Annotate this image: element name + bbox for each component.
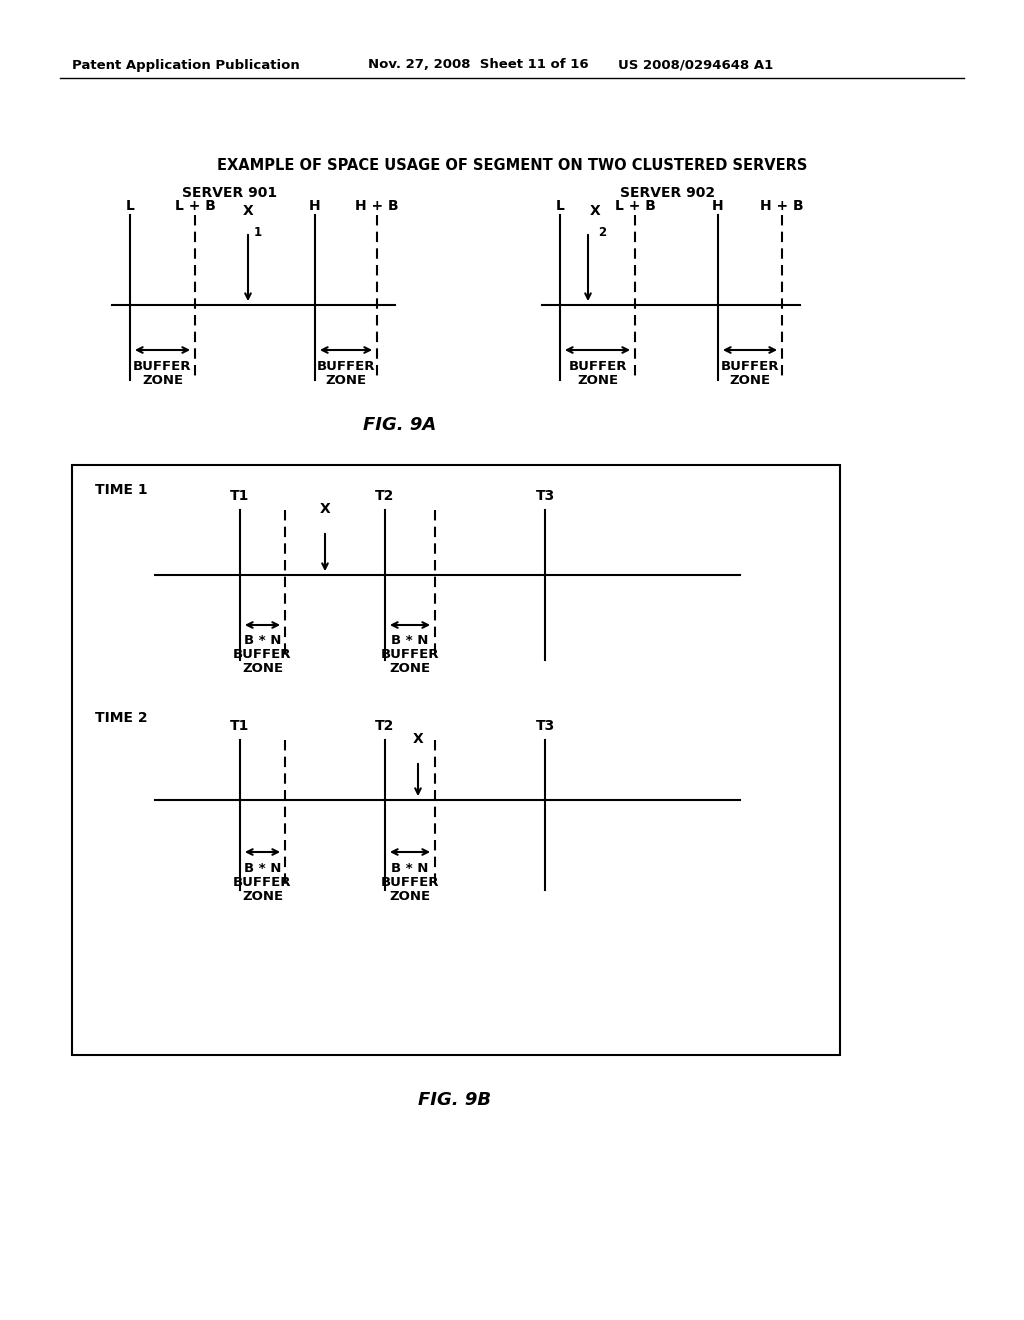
Text: US 2008/0294648 A1: US 2008/0294648 A1 xyxy=(618,58,773,71)
Text: ZONE: ZONE xyxy=(242,890,283,903)
Text: T1: T1 xyxy=(230,719,250,733)
Text: FIG. 9A: FIG. 9A xyxy=(364,416,436,434)
Text: ZONE: ZONE xyxy=(577,375,618,388)
Text: H: H xyxy=(309,199,321,213)
Text: BUFFER: BUFFER xyxy=(233,648,292,661)
Text: BUFFER: BUFFER xyxy=(233,875,292,888)
Bar xyxy=(72,465,840,1055)
Text: ZONE: ZONE xyxy=(326,375,367,388)
Text: B * N: B * N xyxy=(391,635,429,648)
Text: B * N: B * N xyxy=(244,635,282,648)
Text: B * N: B * N xyxy=(391,862,429,874)
Text: ZONE: ZONE xyxy=(389,663,430,676)
Text: Nov. 27, 2008  Sheet 11 of 16: Nov. 27, 2008 Sheet 11 of 16 xyxy=(368,58,589,71)
Text: 1: 1 xyxy=(254,227,262,239)
Text: T2: T2 xyxy=(376,488,394,503)
Text: EXAMPLE OF SPACE USAGE OF SEGMENT ON TWO CLUSTERED SERVERS: EXAMPLE OF SPACE USAGE OF SEGMENT ON TWO… xyxy=(217,157,807,173)
Text: B * N: B * N xyxy=(244,862,282,874)
Text: ZONE: ZONE xyxy=(242,663,283,676)
Text: FIG. 9B: FIG. 9B xyxy=(419,1092,492,1109)
Text: BUFFER: BUFFER xyxy=(721,359,779,372)
Text: BUFFER: BUFFER xyxy=(381,648,439,661)
Text: L: L xyxy=(126,199,134,213)
Text: SERVER 902: SERVER 902 xyxy=(621,186,716,201)
Text: T2: T2 xyxy=(376,719,394,733)
Text: SERVER 901: SERVER 901 xyxy=(182,186,278,201)
Text: TIME 1: TIME 1 xyxy=(95,483,147,498)
Text: T3: T3 xyxy=(536,488,555,503)
Text: Patent Application Publication: Patent Application Publication xyxy=(72,58,300,71)
Text: T3: T3 xyxy=(536,719,555,733)
Text: H + B: H + B xyxy=(760,199,804,213)
Text: L: L xyxy=(556,199,564,213)
Text: 2: 2 xyxy=(598,227,606,239)
Text: H: H xyxy=(712,199,724,213)
Text: X: X xyxy=(413,733,423,746)
Text: X: X xyxy=(243,205,253,218)
Text: L + B: L + B xyxy=(174,199,215,213)
Text: BUFFER: BUFFER xyxy=(381,875,439,888)
Text: T1: T1 xyxy=(230,488,250,503)
Text: ZONE: ZONE xyxy=(729,375,771,388)
Text: TIME 2: TIME 2 xyxy=(95,711,147,725)
Text: BUFFER: BUFFER xyxy=(133,359,191,372)
Text: L + B: L + B xyxy=(614,199,655,213)
Text: BUFFER: BUFFER xyxy=(316,359,375,372)
Text: ZONE: ZONE xyxy=(389,890,430,903)
Text: H + B: H + B xyxy=(355,199,398,213)
Text: ZONE: ZONE xyxy=(142,375,183,388)
Text: BUFFER: BUFFER xyxy=(568,359,627,372)
Text: X: X xyxy=(319,502,331,516)
Text: X: X xyxy=(590,205,601,218)
